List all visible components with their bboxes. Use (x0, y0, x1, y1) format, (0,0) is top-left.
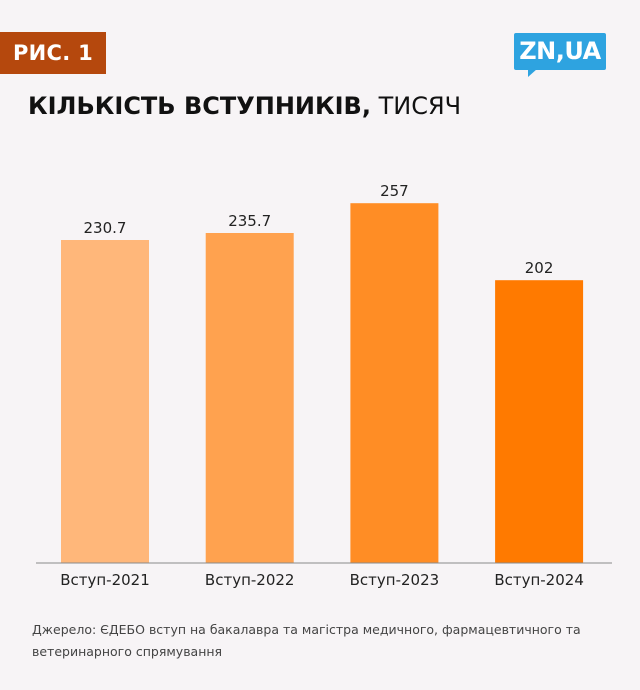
x-tick-label: Вступ-2021 (60, 571, 150, 589)
bar-chart: 230.7 Вступ-2021 235.7 Вступ-2022 257 Вступ-2… (36, 182, 612, 589)
figure-badge: РИС. 1 (0, 32, 106, 74)
data-label: 202 (525, 259, 554, 277)
bar (61, 240, 149, 563)
bar (205, 233, 294, 563)
zn-ua-logo: ZN,UA (514, 33, 606, 77)
bar (495, 280, 584, 563)
data-label: 257 (380, 182, 409, 200)
x-tick-label: Вступ-2023 (350, 571, 440, 589)
chart-title-unit: ТИСЯЧ (378, 92, 462, 120)
data-label: 230.7 (84, 219, 127, 237)
source-note: Джерело: ЄДЕБО вступ на бакалавра та маг… (32, 622, 581, 659)
chart-title-main: КІЛЬКІСТЬ ВСТУПНИКІВ, (28, 92, 371, 120)
bar (350, 203, 439, 563)
x-tick-label: Вступ-2022 (205, 571, 295, 589)
data-label: 235.7 (228, 212, 271, 230)
chart-title: КІЛЬКІСТЬ ВСТУПНИКІВ, ТИСЯЧ (28, 92, 461, 120)
x-tick-label: Вступ-2024 (494, 571, 584, 589)
